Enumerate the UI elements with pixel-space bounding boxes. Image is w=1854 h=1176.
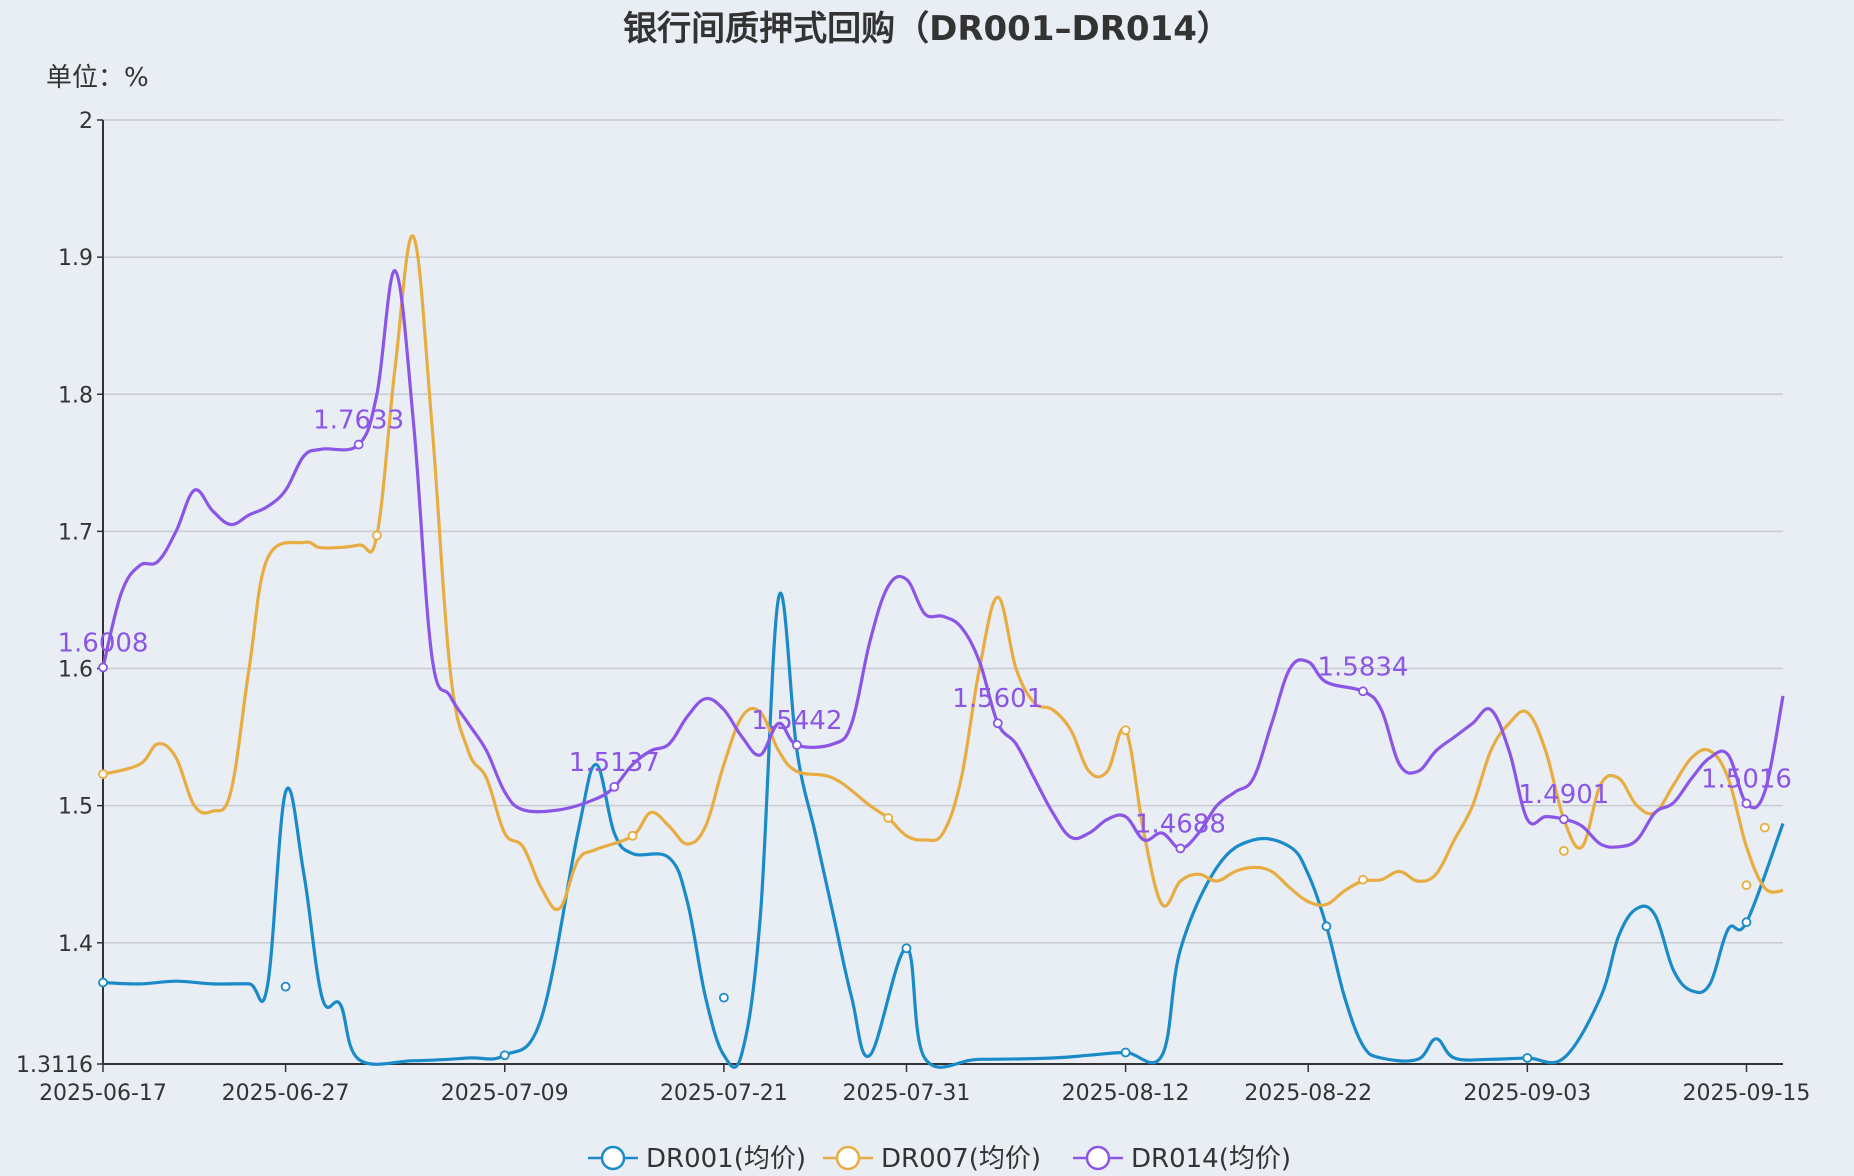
data-point-dr007[interactable] bbox=[883, 813, 894, 823]
data-label: 1.5137 bbox=[569, 748, 660, 778]
data-point-dr014[interactable] bbox=[1741, 798, 1752, 809]
x-tick-label: 2025-07-31 bbox=[843, 1081, 971, 1106]
data-labels: 1.6008 1.7633 1.5137 1.5442 1.5601 1.4688 1.58… bbox=[58, 406, 1792, 840]
data-point-dr001[interactable] bbox=[1741, 917, 1752, 928]
legend-item-dr014[interactable]: DR014(均价) bbox=[1073, 1144, 1291, 1174]
data-point-dr014[interactable] bbox=[1358, 686, 1368, 697]
data-label: 1.5834 bbox=[1318, 652, 1409, 682]
data-point-dr014[interactable] bbox=[353, 439, 364, 450]
x-tick-label: 2025-06-17 bbox=[39, 1081, 167, 1106]
data-point-dr014[interactable] bbox=[792, 740, 802, 750]
data-point-dr007[interactable] bbox=[372, 530, 382, 541]
data-point-dr007[interactable] bbox=[1741, 880, 1752, 891]
data-label: 1.5016 bbox=[1701, 764, 1792, 794]
x-tick-label: 2025-06-27 bbox=[222, 1081, 350, 1106]
data-point-dr001[interactable] bbox=[1120, 1047, 1131, 1058]
data-point-dr001[interactable] bbox=[1321, 921, 1332, 932]
data-point-dr001[interactable] bbox=[901, 943, 912, 954]
legend-item-dr001[interactable]: DR001(均价) bbox=[588, 1144, 806, 1174]
x-tick-label: 2025-07-21 bbox=[660, 1081, 788, 1106]
y-tick-label: 1.7 bbox=[58, 520, 93, 545]
legend-label: DR014(均价) bbox=[1131, 1144, 1291, 1174]
data-point-dr001[interactable] bbox=[1522, 1053, 1533, 1063]
data-point-dr007[interactable] bbox=[627, 830, 638, 841]
y-tick-label: 1.4 bbox=[58, 932, 93, 957]
x-tick-label: 2025-09-03 bbox=[1463, 1081, 1591, 1106]
x-tick-label: 2025-08-12 bbox=[1062, 1081, 1190, 1106]
legend[interactable]: DR001(均价) DR007(均价) DR014(均价) bbox=[588, 1144, 1291, 1174]
gridlines bbox=[103, 119, 1783, 944]
legend-marker bbox=[600, 1145, 626, 1171]
data-point-dr007[interactable] bbox=[1558, 846, 1569, 856]
data-point-dr001[interactable] bbox=[499, 1050, 510, 1061]
legend-label: DR001(均价) bbox=[646, 1144, 806, 1174]
chart-title: 银行间质押式回购（DR001–DR014） bbox=[623, 9, 1231, 49]
data-point-dr001[interactable] bbox=[98, 977, 108, 988]
data-point-dr014[interactable] bbox=[98, 662, 108, 673]
data-point-dr014[interactable] bbox=[992, 718, 1003, 729]
data-point-dr001[interactable] bbox=[718, 992, 729, 1003]
data-point-dr007[interactable] bbox=[1759, 822, 1770, 833]
x-tick-label: 2025-09-15 bbox=[1683, 1081, 1811, 1106]
y-tick-label: 1.8 bbox=[58, 383, 93, 408]
x-tick-label: 2025-08-22 bbox=[1244, 1081, 1372, 1106]
data-label: 1.5442 bbox=[751, 706, 842, 736]
y-tick-label: 2 bbox=[79, 109, 93, 134]
y-tick-label: 1.3116 bbox=[16, 1053, 93, 1078]
series-line-dr014 bbox=[101, 269, 1785, 850]
data-label: 1.4688 bbox=[1135, 809, 1226, 839]
data-point-dr007[interactable] bbox=[1120, 725, 1131, 736]
data-point-dr014[interactable] bbox=[609, 781, 620, 792]
y-tick-label: 1.6 bbox=[58, 658, 93, 683]
y-tick-label: 1.5 bbox=[58, 795, 93, 820]
legend-marker bbox=[835, 1145, 861, 1171]
y-tick-label: 1.9 bbox=[58, 246, 93, 271]
data-label: 1.6008 bbox=[58, 628, 149, 658]
data-label: 1.7633 bbox=[313, 406, 404, 436]
x-axis: 2025-06-17 2025-06-27 2025-07-09 2025-07-21… bbox=[39, 1063, 1811, 1106]
series-markers bbox=[98, 439, 1770, 1063]
series-line-dr007 bbox=[102, 234, 1784, 912]
data-label: 1.4901 bbox=[1518, 780, 1609, 810]
data-point-dr007[interactable] bbox=[1358, 874, 1368, 885]
legend-item-dr007[interactable]: DR007(均价) bbox=[823, 1144, 1041, 1174]
data-label: 1.5601 bbox=[952, 684, 1043, 714]
unit-label: 单位：% bbox=[46, 63, 149, 93]
data-point-dr014[interactable] bbox=[1558, 814, 1569, 825]
x-tick-label: 2025-07-09 bbox=[441, 1081, 569, 1106]
data-point-dr001[interactable] bbox=[280, 981, 291, 992]
legend-label: DR007(均价) bbox=[881, 1144, 1041, 1174]
legend-marker bbox=[1085, 1145, 1111, 1171]
y-axis: 1.3116 1.4 1.5 1.6 1.7 1.8 1.9 2 bbox=[16, 109, 104, 1078]
data-point-dr007[interactable] bbox=[98, 769, 108, 780]
data-point-dr014[interactable] bbox=[1175, 843, 1186, 854]
